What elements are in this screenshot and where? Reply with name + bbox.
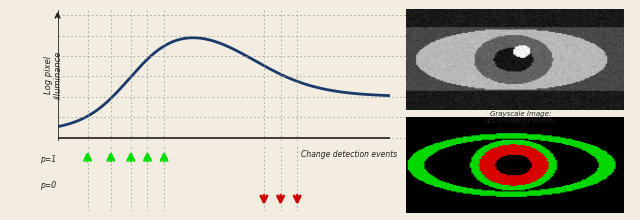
Text: Grayscale Image:
Accumulated events: Grayscale Image: Accumulated events xyxy=(484,111,556,124)
Text: p=0: p=0 xyxy=(40,181,56,190)
Text: p=1: p=1 xyxy=(40,155,56,164)
Text: Change detection events: Change detection events xyxy=(301,150,397,159)
Y-axis label: Log pixel
illuminance: Log pixel illuminance xyxy=(44,51,63,99)
